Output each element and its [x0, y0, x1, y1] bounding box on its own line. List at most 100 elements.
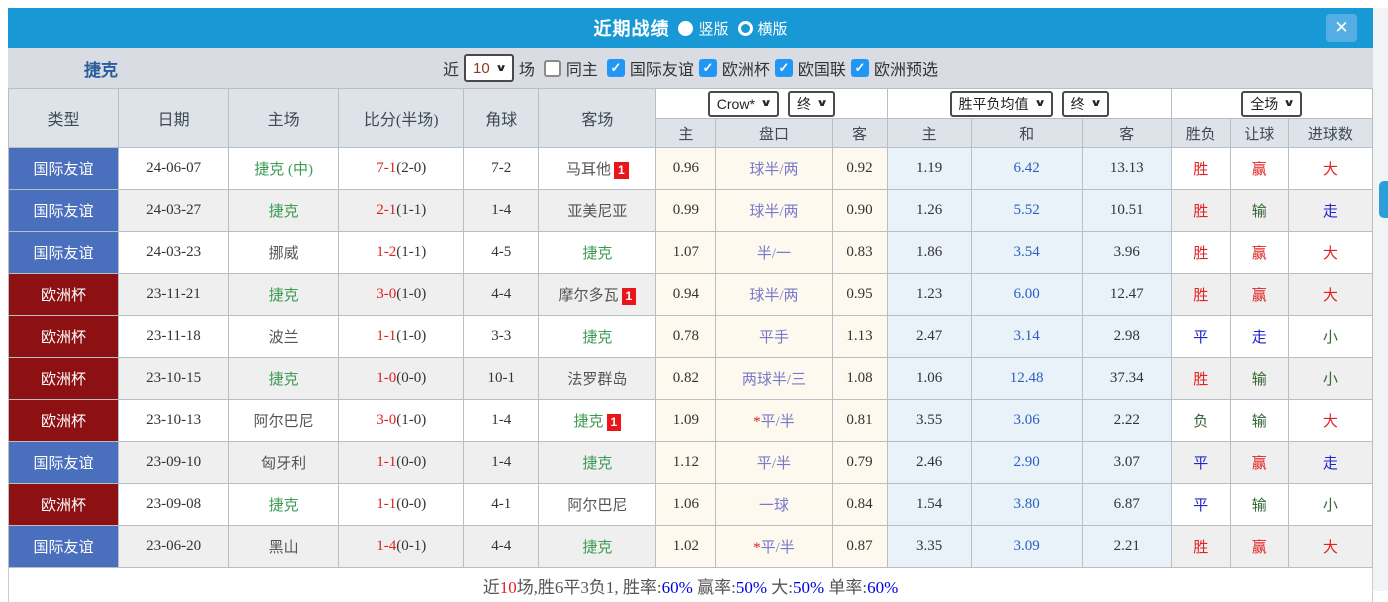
match-type: 欧洲杯 — [7, 357, 120, 400]
handicap-away-odds: 0.79 — [831, 441, 888, 484]
handicap-star: * — [753, 414, 761, 430]
handicap-line: 球半/两 — [749, 288, 799, 304]
table-row: 欧洲杯 23-10-13 阿尔巴尼 3-0(1-0) 1-4 捷克 1 1.09 … — [7, 399, 1374, 442]
check-icon: ✓ — [610, 60, 622, 75]
results-body: 国际友谊 24-06-07 捷克 (中) 7-1(2-0) 7-2 马耳他 1 0… — [7, 147, 1374, 568]
summary-bar: 近10场,胜6平3负1, 胜率:60% 赢率:50% 大:50% 单率:60% — [8, 568, 1373, 602]
handicap-line: 一球 — [758, 498, 789, 514]
corner-score: 1-4 — [463, 441, 540, 484]
home-team: 捷克 — [228, 357, 340, 400]
match-type: 欧洲杯 — [7, 315, 120, 358]
odds-draw: 6.42 — [970, 147, 1083, 190]
odds-average-select[interactable]: 胜平负均值 ∨ — [949, 90, 1053, 117]
home-team: 挪威 — [228, 231, 340, 274]
odds-draw: 5.52 — [970, 189, 1083, 232]
result-goals: 大 — [1287, 273, 1374, 316]
close-button[interactable]: ✕ — [1326, 14, 1357, 42]
away-team: 捷克 — [538, 315, 657, 358]
layout-radio-vertical[interactable]: 竖版 — [678, 18, 729, 39]
match-type: 国际友谊 — [7, 231, 120, 274]
scrollbar-thumb[interactable] — [1379, 181, 1388, 218]
handicap-line-cell: 球半/两 — [715, 147, 833, 190]
filter-bar: 捷克 近 10 ∨ 场 同主 ✓ 国际友谊 ✓ 欧洲杯 ✓ 欧国联 ✓ 欧洲预选 — [8, 48, 1373, 88]
recent-count-select[interactable]: 10 ∨ — [464, 54, 514, 82]
result-wdl: 胜 — [1170, 147, 1231, 190]
league-checkbox-euroqualifier[interactable]: ✓ — [850, 59, 869, 77]
score-main: 1-1 — [376, 328, 397, 344]
result-handicap: 输 — [1229, 189, 1289, 232]
home-team-name: 挪威 — [268, 246, 299, 262]
result-handicap: 赢 — [1229, 147, 1289, 190]
away-team-name: 亚美尼亚 — [567, 204, 628, 220]
away-team: 马耳他 1 — [538, 147, 657, 190]
odds-home: 1.23 — [886, 273, 972, 316]
league-checkbox-friendly[interactable]: ✓ — [606, 59, 625, 77]
result-wdl: 胜 — [1170, 189, 1231, 232]
bookmaker-select-value: Crow* — [716, 95, 755, 112]
col-header-date: 日期 — [118, 88, 230, 148]
handicap-period-select[interactable]: 终 ∨ — [788, 90, 836, 117]
bookmaker-select[interactable]: Crow* ∨ — [707, 90, 780, 117]
handicap-line: 两球半/三 — [741, 372, 807, 388]
result-handicap: 赢 — [1229, 441, 1289, 484]
league-checkbox-eurocup[interactable]: ✓ — [698, 59, 717, 77]
odds-period-select[interactable]: 终 ∨ — [1061, 90, 1109, 117]
handicap-away-odds: 0.92 — [831, 147, 888, 190]
home-team: 黑山 — [228, 525, 340, 568]
handicap-line-cell: 两球半/三 — [715, 357, 833, 400]
games-label: 场 — [518, 62, 535, 79]
match-date: 23-09-10 — [118, 441, 230, 484]
odds-away: 3.96 — [1081, 231, 1172, 274]
score-half: (0-0) — [396, 496, 427, 512]
radio-selected-icon — [678, 20, 694, 36]
same-home-checkbox[interactable] — [543, 59, 561, 77]
odds-draw: 12.48 — [970, 357, 1083, 400]
home-team-name: 匈牙利 — [261, 456, 307, 472]
league-label-friendly: 国际友谊 — [629, 62, 694, 79]
summary-segment: 赢率: — [692, 577, 736, 597]
summary-segment: 60% — [661, 577, 693, 597]
home-team: 匈牙利 — [228, 441, 340, 484]
handicap-line: 平手 — [758, 330, 789, 346]
summary-segment: 10 — [499, 577, 517, 597]
scope-select[interactable]: 全场 ∨ — [1241, 90, 1303, 117]
home-team: 阿尔巴尼 — [228, 399, 340, 442]
result-goals: 大 — [1287, 231, 1374, 274]
col-header-home: 主场 — [228, 88, 340, 148]
odds-draw: 3.06 — [970, 399, 1083, 442]
result-handicap: 赢 — [1229, 525, 1289, 568]
result-wdl: 平 — [1170, 441, 1231, 484]
handicap-home-odds: 1.06 — [655, 483, 717, 526]
summary-segment: 50% — [735, 577, 767, 597]
result-wdl: 胜 — [1170, 525, 1231, 568]
corner-score: 1-4 — [463, 189, 540, 232]
handicap-away-odds: 1.13 — [831, 315, 888, 358]
handicap-away-odds: 0.84 — [831, 483, 888, 526]
recent-label: 近 — [443, 62, 460, 79]
score-main: 1-4 — [376, 538, 397, 554]
score-main: 2-1 — [376, 202, 397, 218]
recent-results-popup: 近期战绩 竖版 横版 ✕ 捷克 近 10 ∨ 场 同主 ✓ 国际友谊 ✓ 欧洲杯 — [7, 8, 1374, 602]
corner-score: 3-3 — [463, 315, 540, 358]
table-row: 欧洲杯 23-10-15 捷克 1-0(0-0) 10-1 法罗群岛 0.82 … — [7, 357, 1374, 400]
match-type: 国际友谊 — [7, 147, 120, 190]
handicap-line-cell: 一球 — [715, 483, 833, 526]
result-handicap: 赢 — [1229, 231, 1289, 274]
odds-period-value: 终 — [1070, 95, 1085, 112]
layout-radio-horizontal[interactable]: 横版 — [737, 18, 788, 39]
corner-score: 4-4 — [463, 273, 540, 316]
chevron-down-icon: ∨ — [1089, 98, 1102, 109]
score-half: (1-0) — [396, 286, 427, 302]
home-team-name: 捷克 — [268, 288, 299, 304]
handicap-line-cell: 平手 — [715, 315, 833, 358]
result-handicap: 输 — [1229, 483, 1289, 526]
table-row: 国际友谊 24-03-27 捷克 2-1(1-1) 1-4 亚美尼亚 0.99 … — [7, 189, 1374, 232]
result-handicap: 输 — [1229, 357, 1289, 400]
league-checkbox-nationsleague[interactable]: ✓ — [774, 59, 793, 77]
handicap-line-cell: 半/一 — [715, 231, 833, 274]
handicap-line-cell: 平/半 — [715, 441, 833, 484]
away-team: 捷克 — [538, 231, 657, 274]
recent-count-value: 10 — [473, 59, 490, 77]
odds-draw: 3.80 — [970, 483, 1083, 526]
handicap-line-cell: 球半/两 — [715, 189, 833, 232]
